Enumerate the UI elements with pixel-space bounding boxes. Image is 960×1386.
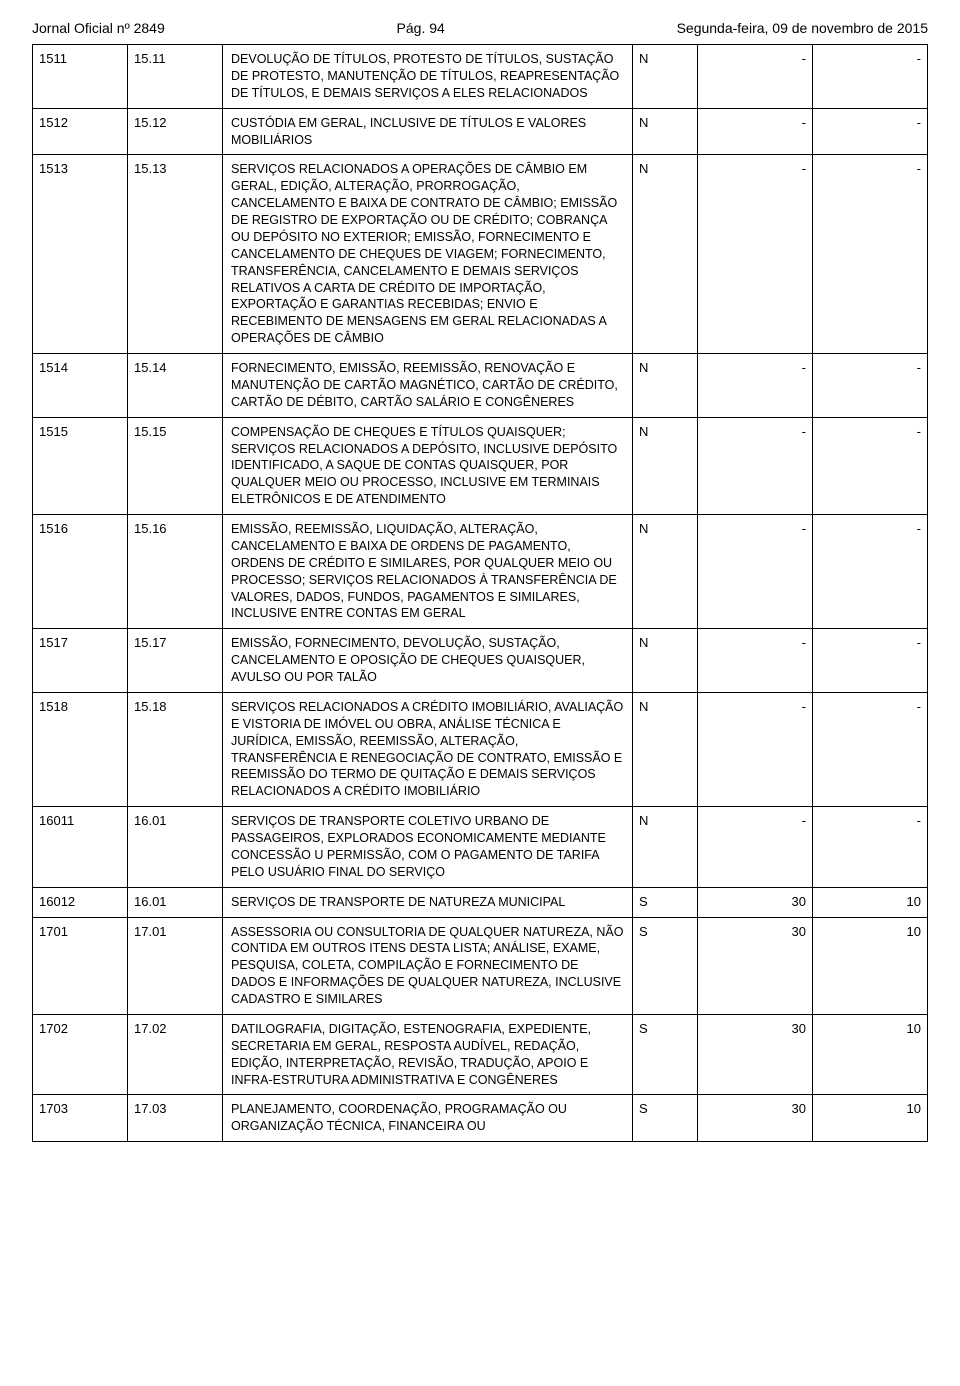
cell-code: 1516 bbox=[33, 515, 128, 629]
header-center: Pág. 94 bbox=[397, 20, 445, 36]
cell-num: 15.13 bbox=[128, 155, 223, 354]
cell-description: ASSESSORIA OU CONSULTORIA DE QUALQUER NA… bbox=[223, 917, 633, 1014]
cell-num: 15.14 bbox=[128, 354, 223, 418]
cell-code: 1701 bbox=[33, 917, 128, 1014]
table-row: 151815.18SERVIÇOS RELACIONADOS A CRÉDITO… bbox=[33, 692, 928, 806]
cell-num: 16.01 bbox=[128, 807, 223, 888]
table-row: 170217.02DATILOGRAFIA, DIGITAÇÃO, ESTENO… bbox=[33, 1014, 928, 1095]
cell-val-b: 10 bbox=[813, 1014, 928, 1095]
cell-val-b: - bbox=[813, 417, 928, 514]
cell-description: SERVIÇOS DE TRANSPORTE DE NATUREZA MUNIC… bbox=[223, 887, 633, 917]
cell-num: 15.18 bbox=[128, 692, 223, 806]
cell-code: 16011 bbox=[33, 807, 128, 888]
cell-flag: N bbox=[633, 108, 698, 155]
cell-description: FORNECIMENTO, EMISSÃO, REEMISSÃO, RENOVA… bbox=[223, 354, 633, 418]
table-body: 151115.11DEVOLUÇÃO DE TÍTULOS, PROTESTO … bbox=[33, 45, 928, 1142]
cell-description: COMPENSAÇÃO DE CHEQUES E TÍTULOS QUAISQU… bbox=[223, 417, 633, 514]
cell-description: EMISSÃO, REEMISSÃO, LIQUIDAÇÃO, ALTERAÇÃ… bbox=[223, 515, 633, 629]
cell-flag: S bbox=[633, 1014, 698, 1095]
cell-val-b: - bbox=[813, 45, 928, 109]
cell-flag: N bbox=[633, 155, 698, 354]
cell-code: 1518 bbox=[33, 692, 128, 806]
cell-num: 17.03 bbox=[128, 1095, 223, 1142]
cell-num: 15.17 bbox=[128, 629, 223, 693]
cell-description: PLANEJAMENTO, COORDENAÇÃO, PROGRAMAÇÃO O… bbox=[223, 1095, 633, 1142]
cell-flag: N bbox=[633, 45, 698, 109]
cell-val-a: 30 bbox=[698, 1095, 813, 1142]
cell-flag: S bbox=[633, 887, 698, 917]
cell-val-b: - bbox=[813, 515, 928, 629]
cell-flag: N bbox=[633, 515, 698, 629]
page-header: Jornal Oficial nº 2849 Pág. 94 Segunda-f… bbox=[32, 20, 928, 36]
table-row: 151315.13SERVIÇOS RELACIONADOS A OPERAÇÕ… bbox=[33, 155, 928, 354]
cell-val-a: - bbox=[698, 155, 813, 354]
cell-val-a: - bbox=[698, 515, 813, 629]
cell-code: 1515 bbox=[33, 417, 128, 514]
cell-code: 1513 bbox=[33, 155, 128, 354]
cell-code: 1511 bbox=[33, 45, 128, 109]
page: Jornal Oficial nº 2849 Pág. 94 Segunda-f… bbox=[0, 0, 960, 1174]
table-row: 151615.16EMISSÃO, REEMISSÃO, LIQUIDAÇÃO,… bbox=[33, 515, 928, 629]
cell-description: DEVOLUÇÃO DE TÍTULOS, PROTESTO DE TÍTULO… bbox=[223, 45, 633, 109]
cell-description: SERVIÇOS RELACIONADOS A OPERAÇÕES DE CÂM… bbox=[223, 155, 633, 354]
cell-description: SERVIÇOS RELACIONADOS A CRÉDITO IMOBILIÁ… bbox=[223, 692, 633, 806]
cell-code: 1512 bbox=[33, 108, 128, 155]
cell-val-b: - bbox=[813, 108, 928, 155]
cell-num: 17.02 bbox=[128, 1014, 223, 1095]
cell-val-a: 30 bbox=[698, 917, 813, 1014]
table-row: 151715.17EMISSÃO, FORNECIMENTO, DEVOLUÇÃ… bbox=[33, 629, 928, 693]
cell-val-a: - bbox=[698, 807, 813, 888]
cell-description: DATILOGRAFIA, DIGITAÇÃO, ESTENOGRAFIA, E… bbox=[223, 1014, 633, 1095]
table-row: 151215.12CUSTÓDIA EM GERAL, INCLUSIVE DE… bbox=[33, 108, 928, 155]
table-row: 1601216.01SERVIÇOS DE TRANSPORTE DE NATU… bbox=[33, 887, 928, 917]
table-row: 151515.15COMPENSAÇÃO DE CHEQUES E TÍTULO… bbox=[33, 417, 928, 514]
cell-val-b: - bbox=[813, 629, 928, 693]
table-row: 170317.03PLANEJAMENTO, COORDENAÇÃO, PROG… bbox=[33, 1095, 928, 1142]
cell-val-a: - bbox=[698, 108, 813, 155]
cell-flag: N bbox=[633, 692, 698, 806]
cell-val-b: - bbox=[813, 692, 928, 806]
cell-flag: N bbox=[633, 807, 698, 888]
cell-val-b: - bbox=[813, 807, 928, 888]
cell-code: 1514 bbox=[33, 354, 128, 418]
table-row: 151115.11DEVOLUÇÃO DE TÍTULOS, PROTESTO … bbox=[33, 45, 928, 109]
cell-num: 15.11 bbox=[128, 45, 223, 109]
cell-code: 16012 bbox=[33, 887, 128, 917]
cell-description: EMISSÃO, FORNECIMENTO, DEVOLUÇÃO, SUSTAÇ… bbox=[223, 629, 633, 693]
cell-val-b: 10 bbox=[813, 1095, 928, 1142]
cell-val-a: - bbox=[698, 629, 813, 693]
table-row: 151415.14FORNECIMENTO, EMISSÃO, REEMISSÃ… bbox=[33, 354, 928, 418]
cell-val-b: - bbox=[813, 155, 928, 354]
table-row: 1601116.01SERVIÇOS DE TRANSPORTE COLETIV… bbox=[33, 807, 928, 888]
cell-flag: N bbox=[633, 417, 698, 514]
cell-num: 15.15 bbox=[128, 417, 223, 514]
header-right: Segunda-feira, 09 de novembro de 2015 bbox=[677, 20, 928, 36]
table-row: 170117.01ASSESSORIA OU CONSULTORIA DE QU… bbox=[33, 917, 928, 1014]
cell-val-b: 10 bbox=[813, 887, 928, 917]
cell-description: SERVIÇOS DE TRANSPORTE COLETIVO URBANO D… bbox=[223, 807, 633, 888]
cell-num: 15.12 bbox=[128, 108, 223, 155]
cell-flag: N bbox=[633, 629, 698, 693]
services-table: 151115.11DEVOLUÇÃO DE TÍTULOS, PROTESTO … bbox=[32, 44, 928, 1142]
cell-val-a: - bbox=[698, 45, 813, 109]
cell-val-a: - bbox=[698, 692, 813, 806]
cell-val-a: 30 bbox=[698, 1014, 813, 1095]
cell-num: 15.16 bbox=[128, 515, 223, 629]
cell-code: 1703 bbox=[33, 1095, 128, 1142]
cell-code: 1702 bbox=[33, 1014, 128, 1095]
cell-num: 16.01 bbox=[128, 887, 223, 917]
cell-val-a: - bbox=[698, 417, 813, 514]
cell-description: CUSTÓDIA EM GERAL, INCLUSIVE DE TÍTULOS … bbox=[223, 108, 633, 155]
cell-code: 1517 bbox=[33, 629, 128, 693]
cell-val-a: - bbox=[698, 354, 813, 418]
header-left: Jornal Oficial nº 2849 bbox=[32, 20, 165, 36]
cell-val-b: 10 bbox=[813, 917, 928, 1014]
cell-val-a: 30 bbox=[698, 887, 813, 917]
cell-flag: S bbox=[633, 1095, 698, 1142]
cell-num: 17.01 bbox=[128, 917, 223, 1014]
cell-flag: N bbox=[633, 354, 698, 418]
cell-val-b: - bbox=[813, 354, 928, 418]
cell-flag: S bbox=[633, 917, 698, 1014]
